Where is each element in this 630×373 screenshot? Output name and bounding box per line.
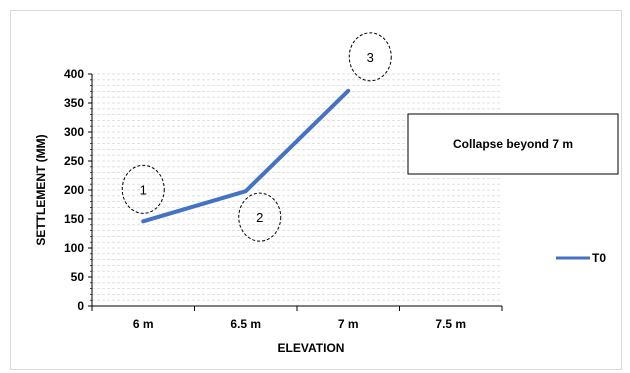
marker-ellipse [348, 32, 392, 82]
series-line-t0 [141, 88, 351, 224]
marker-bubble-1: 1 [121, 164, 165, 214]
marker-bubble-2: 2 [238, 192, 282, 242]
y-tick-label: 50 [71, 270, 85, 284]
y-tick-label: 100 [64, 241, 84, 255]
y-tick-label: 200 [64, 183, 84, 197]
series-layer [141, 88, 351, 224]
x-tick-label: 7.5 m [435, 317, 466, 331]
y-axis-title: SETTLEMENT (MM) [34, 134, 48, 245]
grid-lines [92, 73, 502, 301]
marker-label: 2 [256, 210, 263, 225]
marker-bubbles: 1 2 3 [121, 32, 392, 242]
collapse-callout: Collapse beyond 7 m [407, 113, 619, 175]
callout-box [407, 113, 619, 175]
x-tick-label: 6.5 m [230, 317, 261, 331]
marker-label: 3 [367, 50, 374, 65]
marker-ellipse [121, 164, 165, 214]
x-axis-title: ELEVATION [278, 341, 345, 355]
y-tick-label: 0 [77, 299, 84, 313]
legend-label-t0: T0 [592, 251, 606, 265]
y-tick-label: 350 [64, 96, 84, 110]
x-tick-label: 7 m [338, 317, 359, 331]
callout-text: Collapse beyond 7 m [453, 137, 573, 151]
x-tick-label: 6 m [133, 317, 154, 331]
y-tick-label: 400 [64, 67, 84, 81]
y-tick-label: 250 [64, 154, 84, 168]
y-tick-labels: 0 50 100 150 200 250 300 350 400 [64, 67, 84, 313]
x-tick-labels: 6 m 6.5 m 7 m 7.5 m [133, 317, 466, 331]
y-tick-label: 300 [64, 125, 84, 139]
legend: T0 [556, 251, 606, 265]
marker-ellipse [238, 192, 282, 242]
y-tick-label: 150 [64, 212, 84, 226]
marker-bubble-3: 3 [348, 32, 392, 82]
marker-label: 1 [140, 182, 147, 197]
axes [88, 73, 503, 311]
